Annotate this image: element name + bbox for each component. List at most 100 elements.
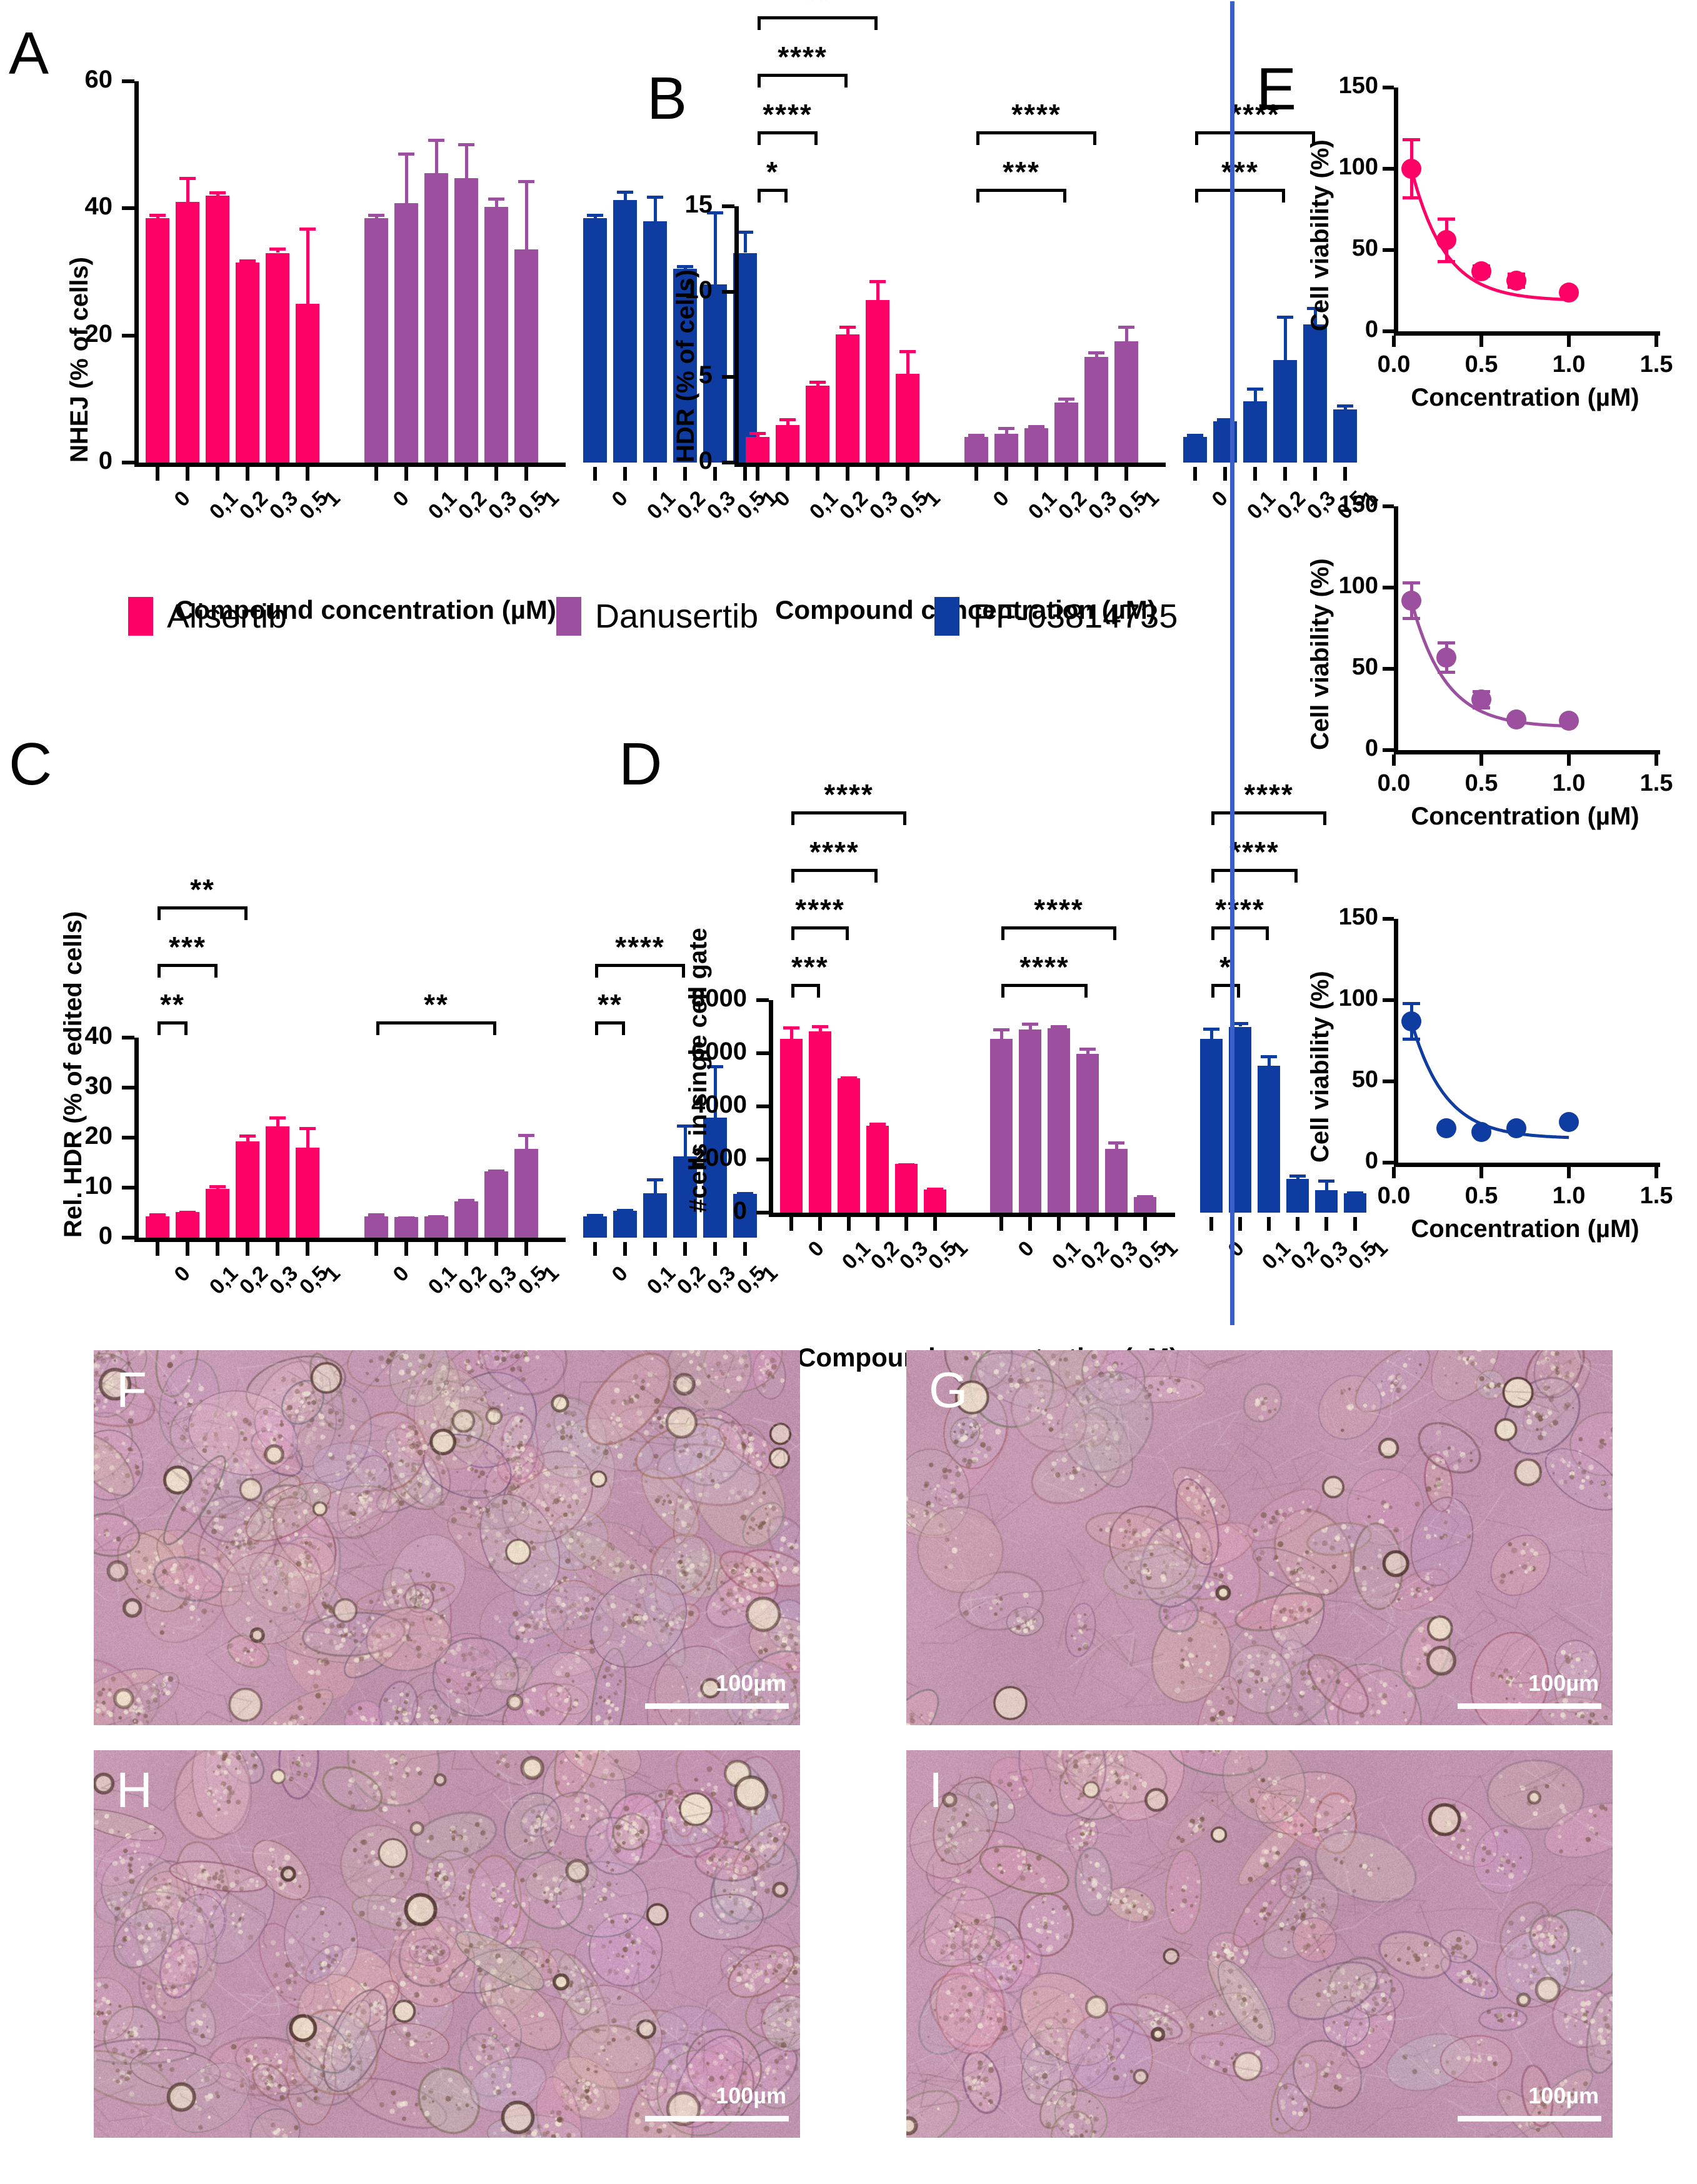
- bar: [1333, 409, 1357, 463]
- bar: [1054, 403, 1078, 463]
- error-bar-cap: [209, 191, 226, 194]
- x-tick-mark: [1094, 467, 1098, 481]
- error-bar-cap: [1203, 1028, 1219, 1031]
- significance-tick: [682, 964, 685, 978]
- error-bar-cap-bottom: [1403, 617, 1420, 620]
- x-tick-mark: [464, 1242, 468, 1256]
- error-bar-cap: [677, 264, 693, 268]
- significance-tick: [758, 74, 761, 88]
- significance-tick: [158, 964, 161, 978]
- y-axis-line: [134, 1038, 139, 1240]
- bar: [364, 218, 388, 463]
- x-tick-mark: [494, 467, 498, 481]
- error-bar-cap: [779, 418, 796, 421]
- x-tick-mark: [683, 467, 687, 481]
- y-tick-mark: [1383, 248, 1394, 252]
- x-tick-mark: [246, 1242, 249, 1256]
- bar: [484, 207, 508, 463]
- bar: [146, 218, 169, 463]
- significance-tick: [791, 811, 794, 825]
- chart-panel-e-pf03814735-viability: 0 50 100 150 0.0 0.5 1.0 1.5 Cell viability (%) C…: [1244, 904, 1694, 1319]
- error-bar-cap: [617, 1208, 633, 1212]
- bar: [964, 437, 988, 463]
- x-axis-line: [134, 463, 566, 467]
- error-bar-cap: [1028, 424, 1044, 428]
- significance-tick: [791, 869, 794, 883]
- significance-tick: [595, 964, 598, 978]
- x-tick-mark: [1479, 1167, 1483, 1178]
- bar: [146, 1216, 169, 1238]
- y-tick-mark: [1383, 329, 1394, 333]
- error-bar-stem: [786, 418, 789, 425]
- significance-tick: [158, 1021, 161, 1035]
- data-point: [1471, 689, 1491, 710]
- x-tick-mark: [1114, 1217, 1118, 1231]
- x-axis-line: [1394, 331, 1660, 336]
- error-bar-stem: [434, 138, 438, 174]
- bar: [1183, 437, 1207, 463]
- error-bar-stem: [1253, 387, 1257, 401]
- legend-item-alisertib: Alisertib: [128, 597, 287, 636]
- error-bar-cap: [998, 426, 1014, 430]
- bar: [176, 1212, 199, 1238]
- error-bar-cap-top: [1438, 641, 1455, 644]
- x-tick-mark: [1253, 467, 1257, 481]
- y-tick-label: 150: [1338, 73, 1378, 99]
- y-tick-mark: [756, 1105, 769, 1108]
- error-bar-cap: [1337, 404, 1353, 408]
- x-tick-mark: [374, 467, 378, 481]
- y-axis-title: Cell viability (%): [1306, 971, 1334, 1163]
- significance-line: [158, 1021, 188, 1024]
- x-tick-mark: [1353, 1217, 1357, 1231]
- significance-tick: [1084, 984, 1088, 998]
- error-bar-cap: [488, 198, 504, 201]
- x-tick-label: 1.5: [1639, 1183, 1673, 1209]
- significance-line: [1211, 869, 1298, 872]
- bar: [613, 1210, 637, 1238]
- x-tick-mark: [1392, 754, 1396, 766]
- x-tick-mark: [1567, 754, 1571, 766]
- x-tick-mark: [933, 1217, 937, 1231]
- y-tick-mark: [1383, 504, 1394, 508]
- significance-tick: [817, 984, 820, 998]
- x-tick-mark: [1392, 336, 1396, 347]
- y-tick-label: 0: [1364, 316, 1378, 343]
- significance-stars: ****: [778, 41, 828, 73]
- bar: [1114, 341, 1138, 463]
- significance-stars: ***: [791, 951, 829, 983]
- error-bar-stem: [1283, 315, 1287, 360]
- micrograph-h: H 100µm: [94, 1750, 800, 2138]
- data-point: [1506, 709, 1526, 729]
- error-bar-stem: [1004, 426, 1008, 434]
- significance-line: [1195, 189, 1285, 192]
- bar: [643, 221, 667, 463]
- data-point: [1559, 1112, 1579, 1132]
- y-tick-mark: [122, 79, 134, 83]
- y-tick-label: 40: [84, 1022, 113, 1049]
- x-tick-mark: [1654, 754, 1658, 766]
- significance-tick: [1211, 811, 1214, 825]
- legend-item-pf03814735: PF-03814735: [934, 597, 1178, 636]
- x-tick-mark: [1028, 1217, 1032, 1231]
- micrograph-i: I 100µm: [906, 1750, 1613, 2138]
- x-tick-label: 0: [769, 486, 795, 512]
- y-tick-label: 4000: [691, 1091, 747, 1118]
- y-tick-label: 0: [1364, 735, 1378, 761]
- bar: [866, 300, 889, 463]
- bar: [703, 284, 727, 463]
- y-tick-mark: [1383, 998, 1394, 1002]
- y-tick-label: 100: [1338, 985, 1378, 1011]
- micrograph-i-scale-label: 100µm: [1528, 2083, 1599, 2108]
- significance-tick: [874, 16, 878, 30]
- significance-line: [1001, 984, 1088, 987]
- error-bar-stem: [713, 1065, 717, 1118]
- x-tick-mark: [1567, 1167, 1571, 1178]
- y-tick-label: 150: [1338, 491, 1378, 518]
- y-axis-line: [769, 1000, 773, 1215]
- bar: [673, 268, 697, 463]
- error-bar-stem: [246, 1135, 249, 1141]
- error-bar-cap: [587, 214, 603, 218]
- y-axis-line: [1394, 506, 1398, 753]
- significance-line: [758, 131, 818, 134]
- y-axis-title: Rel. HDR (% of edited cells): [59, 911, 87, 1238]
